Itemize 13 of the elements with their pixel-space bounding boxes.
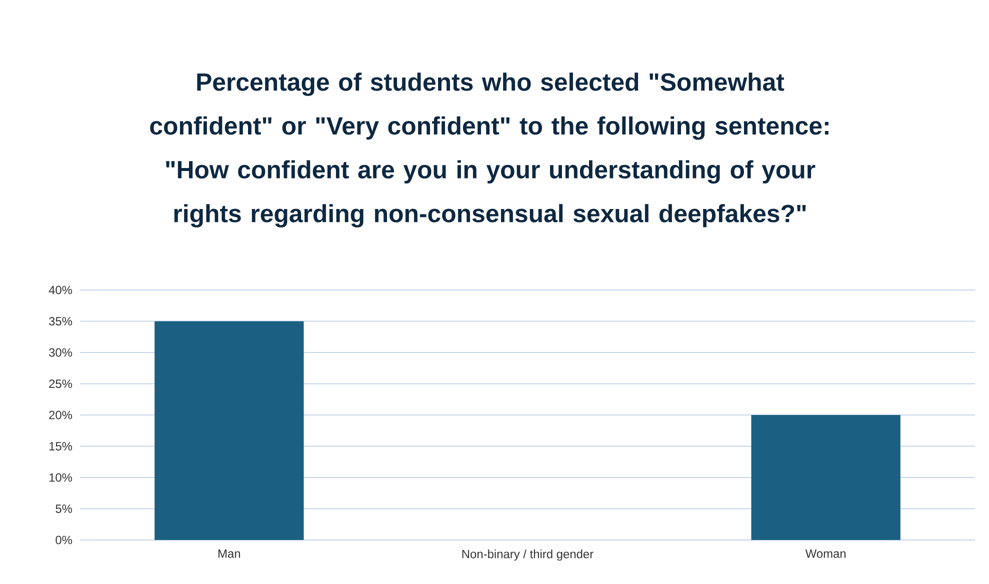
y-tick-label: 20% [49, 410, 72, 420]
y-tick-label: 5% [56, 504, 72, 513]
y-tick-label: 25% [49, 380, 72, 388]
y-tick-label: 35% [49, 317, 72, 326]
chart-title: Percentage of students who selected "Somewhat confident" or "Very confident" to the following sentence: "How confident are you in your understanding of your rights regarding non-consensual sexual deepfakes?" [150, 72, 828, 228]
x-tick-label: Man [218, 550, 240, 558]
y-tick-label: 0% [56, 536, 72, 544]
y-tick-label: 15% [49, 442, 72, 450]
y-tick-label: 40% [48, 286, 72, 294]
y-tick-label: 10% [49, 473, 72, 482]
x-tick-label: Woman [805, 550, 846, 558]
x-tick-label: Non-binary / third gender [462, 550, 594, 561]
y-tick-label: 30% [49, 348, 72, 357]
